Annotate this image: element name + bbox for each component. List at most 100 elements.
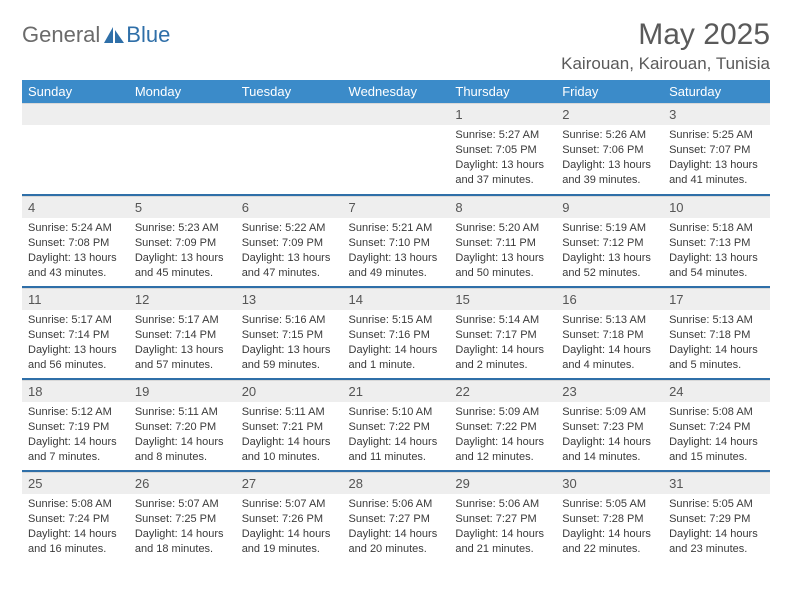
- day-cell: 28Sunrise: 5:06 AMSunset: 7:27 PMDayligh…: [343, 471, 450, 563]
- day-number: 26: [129, 472, 236, 494]
- day-info: Sunrise: 5:07 AMSunset: 7:25 PMDaylight:…: [129, 494, 236, 560]
- day-info: Sunrise: 5:19 AMSunset: 7:12 PMDaylight:…: [556, 218, 663, 284]
- day-cell: 31Sunrise: 5:05 AMSunset: 7:29 PMDayligh…: [663, 471, 770, 563]
- day-info: Sunrise: 5:12 AMSunset: 7:19 PMDaylight:…: [22, 402, 129, 468]
- header: General Blue May 2025 Kairouan, Kairouan…: [22, 18, 770, 74]
- empty-day-bar: [343, 103, 450, 125]
- day-cell: 16Sunrise: 5:13 AMSunset: 7:18 PMDayligh…: [556, 287, 663, 379]
- day-number: 21: [343, 380, 450, 402]
- day-info: Sunrise: 5:21 AMSunset: 7:10 PMDaylight:…: [343, 218, 450, 284]
- day-info: Sunrise: 5:08 AMSunset: 7:24 PMDaylight:…: [22, 494, 129, 560]
- day-cell: 5Sunrise: 5:23 AMSunset: 7:09 PMDaylight…: [129, 195, 236, 287]
- day-cell: 10Sunrise: 5:18 AMSunset: 7:13 PMDayligh…: [663, 195, 770, 287]
- weekday-header-row: SundayMondayTuesdayWednesdayThursdayFrid…: [22, 80, 770, 103]
- weekday-tuesday: Tuesday: [236, 80, 343, 103]
- day-number: 27: [236, 472, 343, 494]
- day-info: Sunrise: 5:08 AMSunset: 7:24 PMDaylight:…: [663, 402, 770, 468]
- day-cell: 23Sunrise: 5:09 AMSunset: 7:23 PMDayligh…: [556, 379, 663, 471]
- day-cell: 2Sunrise: 5:26 AMSunset: 7:06 PMDaylight…: [556, 103, 663, 195]
- day-number: 9: [556, 196, 663, 218]
- day-cell: 4Sunrise: 5:24 AMSunset: 7:08 PMDaylight…: [22, 195, 129, 287]
- day-info: Sunrise: 5:22 AMSunset: 7:09 PMDaylight:…: [236, 218, 343, 284]
- day-cell: 14Sunrise: 5:15 AMSunset: 7:16 PMDayligh…: [343, 287, 450, 379]
- day-cell: 21Sunrise: 5:10 AMSunset: 7:22 PMDayligh…: [343, 379, 450, 471]
- week-row: 25Sunrise: 5:08 AMSunset: 7:24 PMDayligh…: [22, 471, 770, 563]
- day-number: 29: [449, 472, 556, 494]
- day-number: 15: [449, 288, 556, 310]
- day-number: 7: [343, 196, 450, 218]
- day-number: 30: [556, 472, 663, 494]
- day-number: 16: [556, 288, 663, 310]
- day-info: Sunrise: 5:25 AMSunset: 7:07 PMDaylight:…: [663, 125, 770, 191]
- day-cell: 27Sunrise: 5:07 AMSunset: 7:26 PMDayligh…: [236, 471, 343, 563]
- day-info: Sunrise: 5:16 AMSunset: 7:15 PMDaylight:…: [236, 310, 343, 376]
- day-cell: 18Sunrise: 5:12 AMSunset: 7:19 PMDayligh…: [22, 379, 129, 471]
- day-info: Sunrise: 5:06 AMSunset: 7:27 PMDaylight:…: [343, 494, 450, 560]
- weekday-wednesday: Wednesday: [343, 80, 450, 103]
- empty-cell: [129, 103, 236, 195]
- day-info: Sunrise: 5:14 AMSunset: 7:17 PMDaylight:…: [449, 310, 556, 376]
- day-info: Sunrise: 5:24 AMSunset: 7:08 PMDaylight:…: [22, 218, 129, 284]
- day-number: 18: [22, 380, 129, 402]
- week-row: 1Sunrise: 5:27 AMSunset: 7:05 PMDaylight…: [22, 103, 770, 195]
- day-cell: 8Sunrise: 5:20 AMSunset: 7:11 PMDaylight…: [449, 195, 556, 287]
- month-title: May 2025: [561, 18, 770, 52]
- day-info: Sunrise: 5:11 AMSunset: 7:21 PMDaylight:…: [236, 402, 343, 468]
- day-number: 4: [22, 196, 129, 218]
- empty-day-bar: [236, 103, 343, 125]
- day-info: Sunrise: 5:09 AMSunset: 7:22 PMDaylight:…: [449, 402, 556, 468]
- day-number: 25: [22, 472, 129, 494]
- day-number: 31: [663, 472, 770, 494]
- day-cell: 19Sunrise: 5:11 AMSunset: 7:20 PMDayligh…: [129, 379, 236, 471]
- day-info: Sunrise: 5:17 AMSunset: 7:14 PMDaylight:…: [22, 310, 129, 376]
- week-row: 4Sunrise: 5:24 AMSunset: 7:08 PMDaylight…: [22, 195, 770, 287]
- day-number: 11: [22, 288, 129, 310]
- weekday-sunday: Sunday: [22, 80, 129, 103]
- day-number: 1: [449, 103, 556, 125]
- day-info: Sunrise: 5:15 AMSunset: 7:16 PMDaylight:…: [343, 310, 450, 376]
- day-number: 24: [663, 380, 770, 402]
- day-cell: 12Sunrise: 5:17 AMSunset: 7:14 PMDayligh…: [129, 287, 236, 379]
- calendar-table: SundayMondayTuesdayWednesdayThursdayFrid…: [22, 80, 770, 563]
- day-cell: 7Sunrise: 5:21 AMSunset: 7:10 PMDaylight…: [343, 195, 450, 287]
- day-info: Sunrise: 5:17 AMSunset: 7:14 PMDaylight:…: [129, 310, 236, 376]
- logo-text-general: General: [22, 22, 100, 48]
- day-info: Sunrise: 5:06 AMSunset: 7:27 PMDaylight:…: [449, 494, 556, 560]
- day-cell: 26Sunrise: 5:07 AMSunset: 7:25 PMDayligh…: [129, 471, 236, 563]
- day-cell: 3Sunrise: 5:25 AMSunset: 7:07 PMDaylight…: [663, 103, 770, 195]
- day-cell: 11Sunrise: 5:17 AMSunset: 7:14 PMDayligh…: [22, 287, 129, 379]
- day-number: 6: [236, 196, 343, 218]
- day-info: Sunrise: 5:05 AMSunset: 7:28 PMDaylight:…: [556, 494, 663, 560]
- day-info: Sunrise: 5:09 AMSunset: 7:23 PMDaylight:…: [556, 402, 663, 468]
- day-number: 22: [449, 380, 556, 402]
- logo: General Blue: [22, 22, 170, 48]
- day-cell: 20Sunrise: 5:11 AMSunset: 7:21 PMDayligh…: [236, 379, 343, 471]
- weekday-monday: Monday: [129, 80, 236, 103]
- empty-day-bar: [22, 103, 129, 125]
- day-number: 12: [129, 288, 236, 310]
- day-number: 10: [663, 196, 770, 218]
- day-cell: 24Sunrise: 5:08 AMSunset: 7:24 PMDayligh…: [663, 379, 770, 471]
- day-number: 17: [663, 288, 770, 310]
- weekday-saturday: Saturday: [663, 80, 770, 103]
- weekday-friday: Friday: [556, 80, 663, 103]
- title-block: May 2025 Kairouan, Kairouan, Tunisia: [561, 18, 770, 74]
- logo-sail-icon: [104, 27, 124, 43]
- day-cell: 15Sunrise: 5:14 AMSunset: 7:17 PMDayligh…: [449, 287, 556, 379]
- day-info: Sunrise: 5:23 AMSunset: 7:09 PMDaylight:…: [129, 218, 236, 284]
- empty-cell: [343, 103, 450, 195]
- empty-cell: [236, 103, 343, 195]
- day-cell: 13Sunrise: 5:16 AMSunset: 7:15 PMDayligh…: [236, 287, 343, 379]
- day-number: 8: [449, 196, 556, 218]
- day-info: Sunrise: 5:10 AMSunset: 7:22 PMDaylight:…: [343, 402, 450, 468]
- day-info: Sunrise: 5:18 AMSunset: 7:13 PMDaylight:…: [663, 218, 770, 284]
- day-cell: 9Sunrise: 5:19 AMSunset: 7:12 PMDaylight…: [556, 195, 663, 287]
- empty-day-bar: [129, 103, 236, 125]
- day-info: Sunrise: 5:27 AMSunset: 7:05 PMDaylight:…: [449, 125, 556, 191]
- day-cell: 25Sunrise: 5:08 AMSunset: 7:24 PMDayligh…: [22, 471, 129, 563]
- day-number: 19: [129, 380, 236, 402]
- day-cell: 30Sunrise: 5:05 AMSunset: 7:28 PMDayligh…: [556, 471, 663, 563]
- day-number: 2: [556, 103, 663, 125]
- logo-text-blue: Blue: [126, 22, 170, 48]
- day-number: 5: [129, 196, 236, 218]
